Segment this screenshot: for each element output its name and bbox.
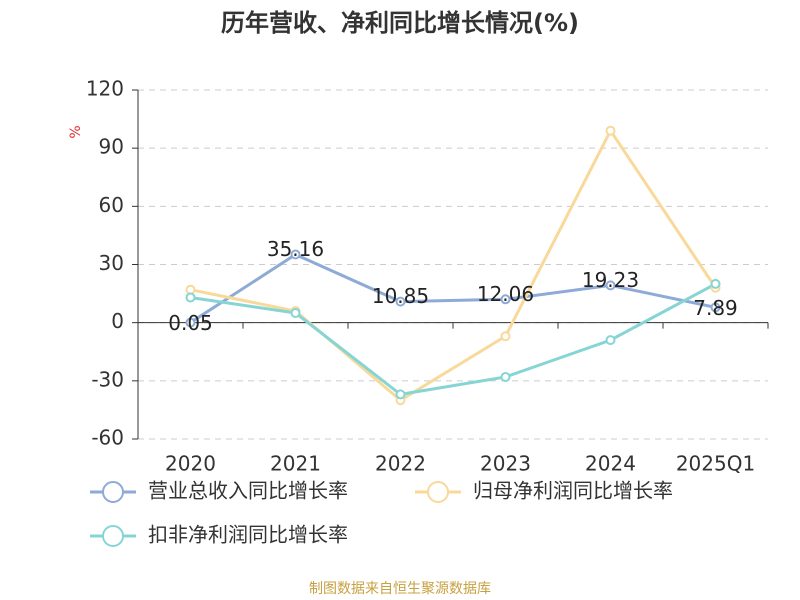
y-tick-label: 30 <box>99 251 124 275</box>
x-tick-label: 2020 <box>165 452 216 476</box>
data-label: 0.05 <box>168 311 213 335</box>
point <box>185 292 196 303</box>
point <box>710 278 721 289</box>
legend-marker <box>102 481 124 503</box>
y-tick-label: 90 <box>99 135 124 159</box>
x-tick-label: 2023 <box>480 452 531 476</box>
legend-label: 归母净利润同比增长率 <box>473 479 673 503</box>
series-line <box>190 282 717 396</box>
series-line <box>190 127 717 403</box>
x-tick-label: 2025Q1 <box>676 452 755 476</box>
point <box>500 294 511 305</box>
point <box>605 335 616 346</box>
x-tick-label: 2024 <box>585 452 636 476</box>
x-tick-label: 2022 <box>375 452 426 476</box>
legend-marker <box>102 525 124 547</box>
data-label: 10.85 <box>372 284 429 308</box>
point <box>290 307 301 318</box>
point <box>605 125 616 136</box>
x-tick-label: 2021 <box>270 452 321 476</box>
legend-label: 营业总收入同比增长率 <box>148 479 348 503</box>
y-axis-label: % <box>68 125 84 138</box>
data-label: 35.16 <box>267 237 324 261</box>
point <box>710 302 721 313</box>
data-label: 7.89 <box>693 296 738 320</box>
source-note: 制图数据来自恒生聚源数据库 <box>309 581 491 597</box>
y-tick-label: 60 <box>99 193 124 217</box>
point <box>290 249 301 260</box>
data-label: 12.06 <box>477 282 534 306</box>
point <box>185 317 196 328</box>
data-label: 19.23 <box>582 268 639 292</box>
series-line <box>189 252 716 324</box>
y-tick-label: -60 <box>91 426 124 450</box>
point <box>395 389 406 400</box>
point <box>395 296 406 307</box>
legend-label: 扣非净利润同比增长率 <box>148 523 348 547</box>
y-tick-label: -30 <box>91 367 124 391</box>
point <box>605 280 616 291</box>
point <box>500 331 511 342</box>
chart-title: 历年营收、净利同比增长情况(%) <box>221 9 579 37</box>
y-tick-label: 120 <box>86 77 124 101</box>
y-tick-label: 0 <box>111 309 124 333</box>
legend-marker <box>427 481 449 503</box>
point <box>500 371 511 382</box>
